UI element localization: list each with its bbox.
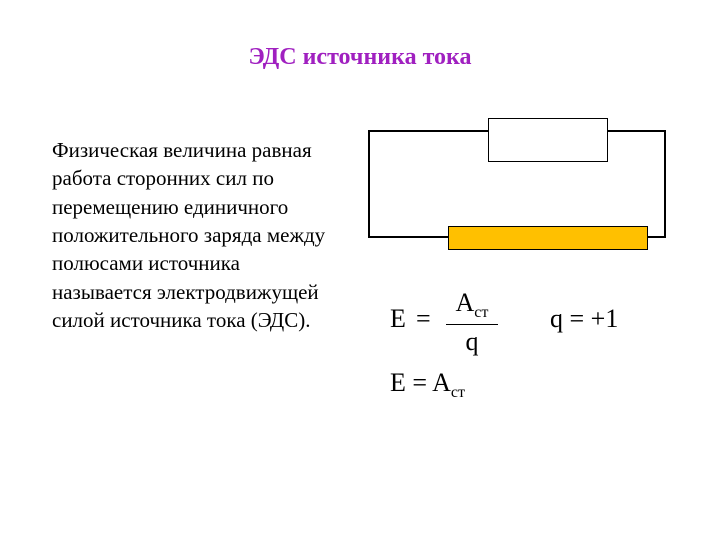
- equals-sign: =: [416, 304, 431, 334]
- subscript-st-2: ст: [451, 384, 465, 401]
- symbol-E: E: [390, 304, 406, 334]
- slide-title: ЭДС источника тока: [0, 44, 720, 71]
- formula-line-2: E = Aст: [390, 368, 690, 408]
- fraction: Aст q: [444, 288, 500, 357]
- definition-paragraph: Физическая величина равная работа сторон…: [52, 136, 332, 334]
- slide-page: ЭДС источника тока Физическая величина р…: [0, 0, 720, 540]
- fraction-numerator: Aст: [444, 288, 500, 324]
- symbol-A: A: [456, 288, 475, 317]
- circuit-diagram: [368, 130, 666, 238]
- line2-prefix: E = A: [390, 368, 451, 397]
- formula-line-1: E = Aст q q = +1: [390, 288, 690, 354]
- formula-block: E = Aст q q = +1 E = Aст: [390, 288, 690, 408]
- formula-E-equals-A: E = Aст: [390, 368, 465, 402]
- circuit-top-element: [488, 118, 608, 162]
- fraction-denominator: q: [444, 325, 500, 357]
- circuit-bottom-element: [448, 226, 648, 250]
- q-value: q = +1: [550, 304, 618, 334]
- subscript-st-1: ст: [474, 304, 488, 321]
